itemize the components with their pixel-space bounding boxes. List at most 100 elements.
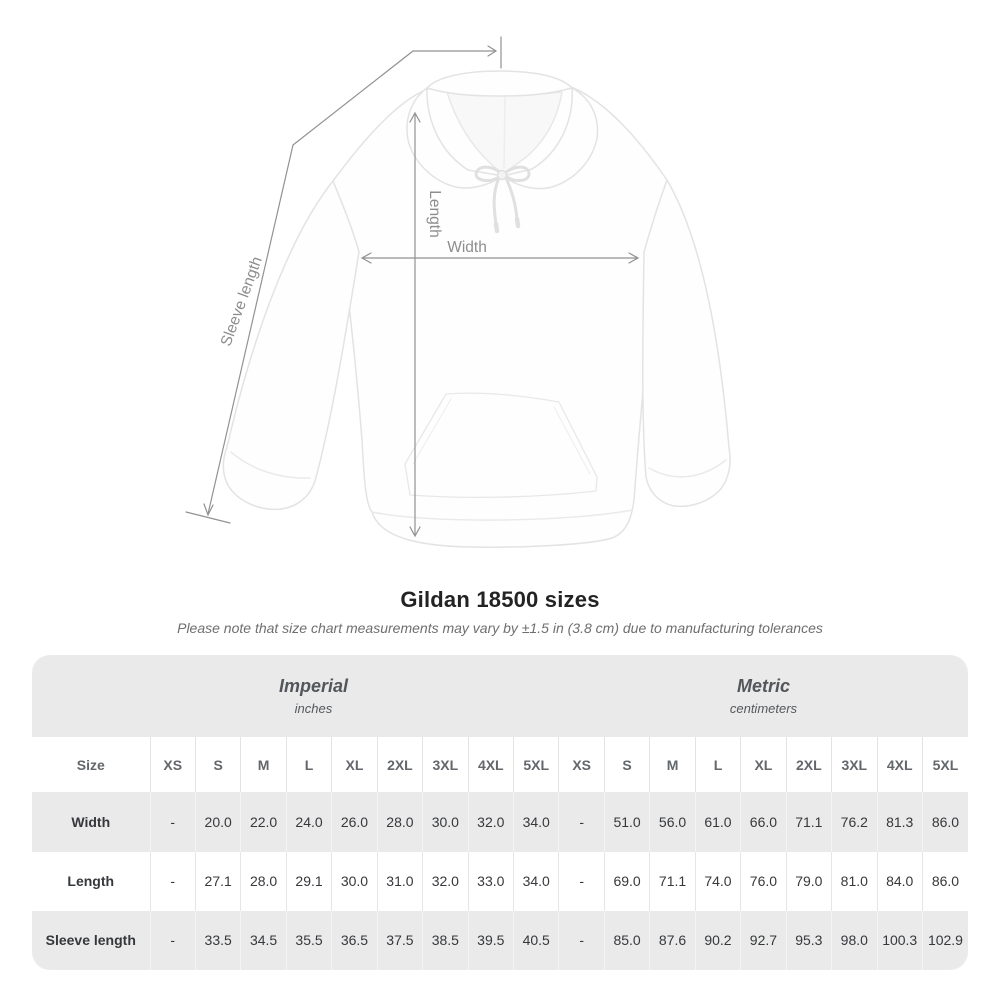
value-cell: 22.0 [240, 792, 287, 852]
value-cell: 32.0 [467, 792, 514, 852]
value-cell: 27.1 [194, 851, 241, 911]
value-cell: 32.0 [422, 851, 469, 911]
value-cell: 76.0 [740, 851, 787, 911]
hoodie-right-sleeve [642, 179, 731, 508]
size-table-container: Imperial inches Metric centimeters Size … [32, 655, 968, 970]
value-cell: 34.0 [512, 792, 559, 852]
value-cell: 76.2 [831, 792, 877, 852]
size-header-row: Size XS S M L XL 2XL 3XL 4XL 5XL XS S M … [32, 737, 968, 793]
left-cuff-seam [230, 451, 311, 479]
hoodie-measurement-figure: Sleeve length Length Width [185, 36, 731, 548]
value-cell: 51.0 [603, 792, 650, 852]
hoodie-left-sleeve [222, 180, 360, 511]
value-cell: 56.0 [649, 792, 696, 852]
unit-header-row: Imperial inches Metric centimeters [32, 655, 968, 738]
size-header-cell: 2XL [376, 737, 423, 793]
right-cuff-seam [648, 459, 727, 478]
size-header-cell: 4XL [876, 737, 923, 793]
shoulder-point-arrow [412, 36, 502, 69]
page-subtitle: Please note that size chart measurements… [177, 620, 823, 636]
value-cell: 81.0 [831, 851, 877, 911]
imperial-header: Imperial inches [32, 655, 559, 738]
value-cell: 24.0 [285, 792, 332, 852]
value-cell: 74.0 [694, 851, 741, 911]
pocket-opening-seams [412, 398, 591, 475]
metric-label: Metric [736, 676, 790, 697]
row-label: Sleeve length [32, 910, 150, 970]
hem-seam [371, 509, 633, 521]
sleeve-length-row: Sleeve length - 33.5 34.5 35.5 36.5 37.5… [32, 910, 968, 970]
size-header-cell: S [194, 737, 241, 793]
hoodie-illustration [222, 70, 731, 548]
size-header-cell: XL [331, 737, 378, 793]
value-cell: 85.0 [603, 910, 650, 970]
size-table: Imperial inches Metric centimeters Size … [32, 655, 968, 970]
size-header-cell: M [649, 737, 696, 793]
value-cell: 79.0 [785, 851, 832, 911]
value-cell: - [149, 910, 196, 970]
value-cell: 102.9 [921, 910, 968, 970]
sleeve-length-dimension-line [185, 50, 414, 524]
value-cell: 28.0 [240, 851, 287, 911]
value-cell: 92.7 [740, 910, 787, 970]
value-cell: - [558, 910, 605, 970]
value-cell: 33.0 [467, 851, 514, 911]
width-row: Width - 20.0 22.0 24.0 26.0 28.0 30.0 32… [32, 792, 968, 852]
value-cell: 81.3 [876, 792, 923, 852]
value-cell: 86.0 [921, 851, 968, 911]
value-cell: 31.0 [376, 851, 423, 911]
hood-top-roll [426, 70, 573, 97]
size-header-cell: 3XL [422, 737, 469, 793]
hood-right-drape [502, 87, 599, 190]
value-cell: 84.0 [876, 851, 923, 911]
size-header-cell: XS [149, 737, 196, 793]
value-cell: 33.5 [194, 910, 241, 970]
size-header-cell: XS [558, 737, 605, 793]
value-cell: 98.0 [831, 910, 877, 970]
value-cell: 36.5 [331, 910, 378, 970]
drawstrings [474, 165, 531, 234]
value-cell: - [149, 851, 196, 911]
size-header-cell: XL [740, 737, 787, 793]
size-header-cell: L [285, 737, 332, 793]
size-header-cell: 5XL [921, 737, 968, 793]
size-header-cell: 3XL [831, 737, 877, 793]
size-header-cell: 4XL [467, 737, 514, 793]
width-dimension-line [360, 252, 640, 264]
length-row: Length - 27.1 28.0 29.1 30.0 31.0 32.0 3… [32, 851, 968, 911]
value-cell: 28.0 [376, 792, 423, 852]
value-cell: 61.0 [694, 792, 741, 852]
value-cell: 69.0 [603, 851, 650, 911]
value-cell: 26.0 [331, 792, 378, 852]
page-title: Gildan 18500 sizes [400, 587, 600, 612]
value-cell: 66.0 [740, 792, 787, 852]
value-cell: 30.0 [331, 851, 378, 911]
hood-center-seam [503, 95, 506, 169]
value-cell: 39.5 [467, 910, 514, 970]
size-header-cell: 2XL [785, 737, 832, 793]
value-cell: 38.5 [422, 910, 469, 970]
value-cell: - [149, 792, 196, 852]
value-cell: - [558, 792, 605, 852]
value-cell: 34.0 [512, 851, 559, 911]
value-cell: 86.0 [921, 792, 968, 852]
kangaroo-pocket [404, 392, 598, 498]
size-header-cell: L [694, 737, 741, 793]
value-cell: 100.3 [876, 910, 923, 970]
size-header-cell: S [603, 737, 650, 793]
imperial-sublabel: inches [294, 701, 333, 717]
value-cell: 20.0 [194, 792, 241, 852]
value-cell: 34.5 [240, 910, 287, 970]
value-cell: 95.3 [785, 910, 832, 970]
dimension-annotations [185, 36, 640, 538]
size-header-cell: M [240, 737, 287, 793]
metric-sublabel: centimeters [729, 701, 798, 717]
row-label: Length [32, 851, 150, 911]
hood-left-drape [406, 87, 504, 189]
value-cell: - [558, 851, 605, 911]
imperial-label: Imperial [278, 676, 348, 697]
length-label: Length [426, 190, 443, 237]
size-column-header: Size [32, 737, 150, 793]
value-cell: 35.5 [285, 910, 332, 970]
value-cell: 40.5 [512, 910, 559, 970]
